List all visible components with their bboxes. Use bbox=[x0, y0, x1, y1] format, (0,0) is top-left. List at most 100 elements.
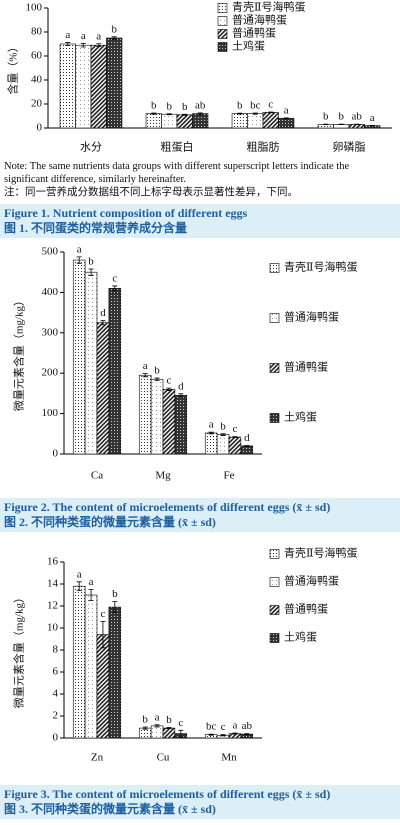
legend-label: 普通鸭蛋 bbox=[232, 26, 276, 40]
error-bar bbox=[208, 733, 214, 736]
significance-letter: a bbox=[65, 29, 70, 41]
significance-letter: b bbox=[220, 420, 226, 432]
bar bbox=[59, 43, 76, 129]
significance-letter: a bbox=[284, 104, 289, 116]
significance-letter: b bbox=[111, 23, 117, 35]
bar bbox=[84, 271, 98, 455]
significance-letter: a bbox=[370, 112, 375, 124]
error-bar bbox=[112, 601, 118, 613]
x-tick-label: Zn bbox=[91, 752, 104, 764]
error-bar bbox=[154, 724, 160, 728]
legend-swatch bbox=[269, 605, 280, 615]
legend-swatch bbox=[269, 413, 280, 423]
y-tick-label: 0 bbox=[53, 732, 59, 744]
caption-en: Figure 1. Nutrient composition of differ… bbox=[4, 206, 248, 220]
significance-letter: a bbox=[77, 568, 82, 580]
bar bbox=[138, 374, 152, 455]
y-axis-label: 含量（%） bbox=[6, 41, 20, 94]
error-bar bbox=[283, 117, 289, 120]
legend-label: 普通鸭蛋 bbox=[284, 360, 328, 374]
error-bar bbox=[142, 726, 148, 730]
y-tick-label: 8 bbox=[53, 644, 59, 656]
bar bbox=[216, 434, 230, 455]
legend-swatch bbox=[217, 3, 228, 13]
legend-swatch bbox=[269, 313, 280, 323]
note-en: Note: The same nutrients data groups wit… bbox=[4, 161, 350, 185]
significance-letter: b bbox=[167, 100, 173, 112]
error-bar bbox=[178, 393, 184, 398]
significance-letter: bc bbox=[206, 721, 217, 733]
x-tick-label: Ca bbox=[91, 470, 103, 482]
y-tick-label: 100 bbox=[26, 2, 43, 14]
significance-letter: a bbox=[81, 30, 86, 42]
caption: Figure 3. The content of microelements o… bbox=[0, 785, 400, 819]
legend-label: 青壳Ⅱ号海鸭蛋 bbox=[284, 546, 357, 560]
legend-swatch bbox=[217, 42, 228, 52]
bar bbox=[162, 727, 176, 739]
legend-label: 普通海鸭蛋 bbox=[232, 13, 287, 27]
error-bar bbox=[197, 112, 203, 115]
error-bar bbox=[220, 433, 226, 436]
error-bar bbox=[100, 320, 106, 326]
legend-swatch bbox=[217, 16, 228, 26]
error-bar bbox=[232, 732, 238, 735]
error-bar bbox=[80, 43, 86, 48]
y-tick-label: 6 bbox=[53, 666, 59, 678]
bar bbox=[145, 113, 162, 129]
significance-letter: b bbox=[142, 714, 148, 726]
y-tick-label: 16 bbox=[47, 556, 59, 568]
bar bbox=[240, 445, 254, 455]
y-tick-label: 60 bbox=[31, 50, 43, 62]
bar bbox=[96, 634, 110, 739]
legend-label: 青壳Ⅱ号海鸭蛋 bbox=[284, 260, 357, 274]
legend-swatch bbox=[269, 363, 280, 373]
y-tick-label: 2 bbox=[53, 710, 59, 722]
caption-en: Figure 3. The content of microelements o… bbox=[4, 787, 331, 801]
legend-swatch bbox=[217, 29, 228, 39]
significance-letter: b bbox=[88, 255, 94, 267]
error-bar bbox=[88, 589, 94, 601]
significance-letter: b bbox=[237, 100, 243, 112]
caption-zh: 图 1. 不同蛋类的常规营养成分含量 bbox=[4, 221, 188, 235]
significance-letter: ab bbox=[195, 99, 206, 111]
legend-label: 普通海鸭蛋 bbox=[284, 574, 339, 588]
bar bbox=[162, 389, 176, 455]
x-tick-label: 粗蛋白 bbox=[161, 140, 194, 154]
error-bar bbox=[166, 727, 172, 730]
significance-letter: a bbox=[89, 576, 94, 588]
significance-letter: b bbox=[166, 714, 172, 726]
bar bbox=[150, 378, 164, 455]
significance-letter: bc bbox=[250, 100, 261, 112]
bar bbox=[231, 113, 248, 129]
caption-zh: 图 2. 不同种类蛋的微量元素含量 (x̄ ± sd) bbox=[4, 515, 216, 529]
error-bar bbox=[111, 36, 117, 40]
y-tick-label: 40 bbox=[31, 74, 43, 86]
significance-letter: ab bbox=[352, 111, 363, 123]
error-bar bbox=[208, 431, 214, 435]
bar bbox=[262, 112, 279, 129]
significance-letter: c bbox=[100, 608, 105, 620]
bar bbox=[108, 606, 122, 739]
significance-letter: c bbox=[221, 721, 226, 733]
bar bbox=[161, 113, 178, 129]
error-bar bbox=[76, 581, 82, 591]
significance-letter: ab bbox=[242, 720, 253, 732]
error-bar bbox=[100, 621, 106, 649]
significance-letter: b bbox=[339, 111, 345, 123]
caption: Figure 2. The content of microelements o… bbox=[0, 498, 400, 532]
y-tick-label: 0 bbox=[53, 448, 59, 460]
bar bbox=[96, 322, 110, 455]
significance-letter: a bbox=[155, 711, 160, 723]
error-bar bbox=[182, 113, 188, 116]
error-bar bbox=[244, 445, 250, 447]
error-bar bbox=[96, 43, 102, 48]
significance-letter: d bbox=[178, 380, 184, 392]
bar bbox=[174, 395, 188, 455]
legend-swatch bbox=[269, 577, 280, 587]
bar bbox=[72, 259, 86, 455]
significance-letter: a bbox=[143, 360, 148, 372]
legend-swatch bbox=[269, 633, 280, 643]
legend-label: 土鸡蛋 bbox=[284, 410, 317, 424]
